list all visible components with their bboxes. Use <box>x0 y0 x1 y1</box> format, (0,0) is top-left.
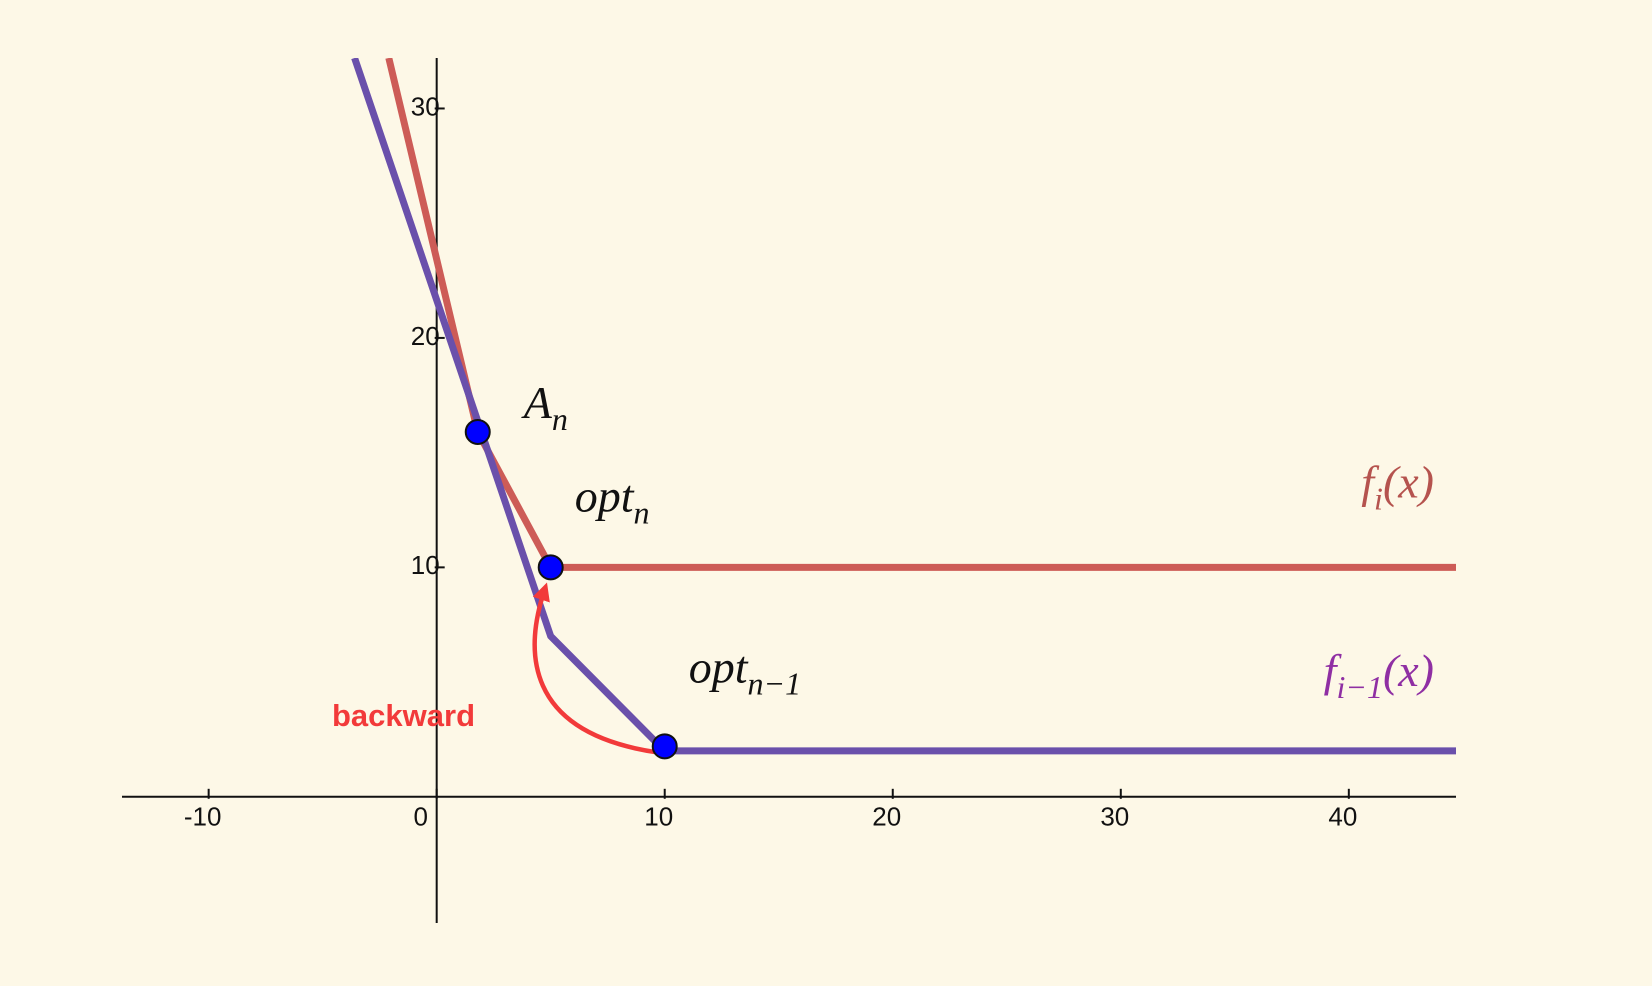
backward-arrow <box>532 582 658 755</box>
point-label: optn <box>575 470 650 530</box>
plot-area <box>351 58 1456 755</box>
point-label: An <box>521 377 568 437</box>
point-sub: n−1 <box>748 665 802 701</box>
y-tick-label: 10 <box>411 550 440 580</box>
series-line <box>351 58 1456 755</box>
x-tick-label: 10 <box>644 802 673 832</box>
x-tick-label: -10 <box>184 802 222 832</box>
x-tick-label: 40 <box>1328 802 1357 832</box>
point-sub: n <box>552 401 568 437</box>
point <box>464 418 491 445</box>
point-name: opt <box>575 470 635 521</box>
series-label: fi−1(x) <box>1324 645 1434 705</box>
y-tick-label: 30 <box>411 91 440 121</box>
y-tick-label: 20 <box>411 321 440 351</box>
series-line <box>385 58 1456 571</box>
point <box>651 733 678 760</box>
series-suffix: (x) <box>1383 456 1434 507</box>
point-sub: n <box>633 494 649 530</box>
axes: -10 0 10 20 30 40 10 20 30 <box>122 58 1456 923</box>
x-tick-label: 30 <box>1100 802 1129 832</box>
x-tick-label: 0 <box>413 802 427 832</box>
point-name: opt <box>689 641 749 692</box>
series-sub: i <box>1374 480 1383 516</box>
series-suffix: (x) <box>1383 645 1434 696</box>
series-sub: i−1 <box>1336 669 1382 705</box>
point <box>537 554 564 581</box>
point-label: optn−1 <box>689 641 801 701</box>
annotation: backward <box>332 698 475 733</box>
series-label: fi(x) <box>1361 456 1434 516</box>
point-name: A <box>521 377 553 428</box>
x-tick-label: 20 <box>872 802 901 832</box>
